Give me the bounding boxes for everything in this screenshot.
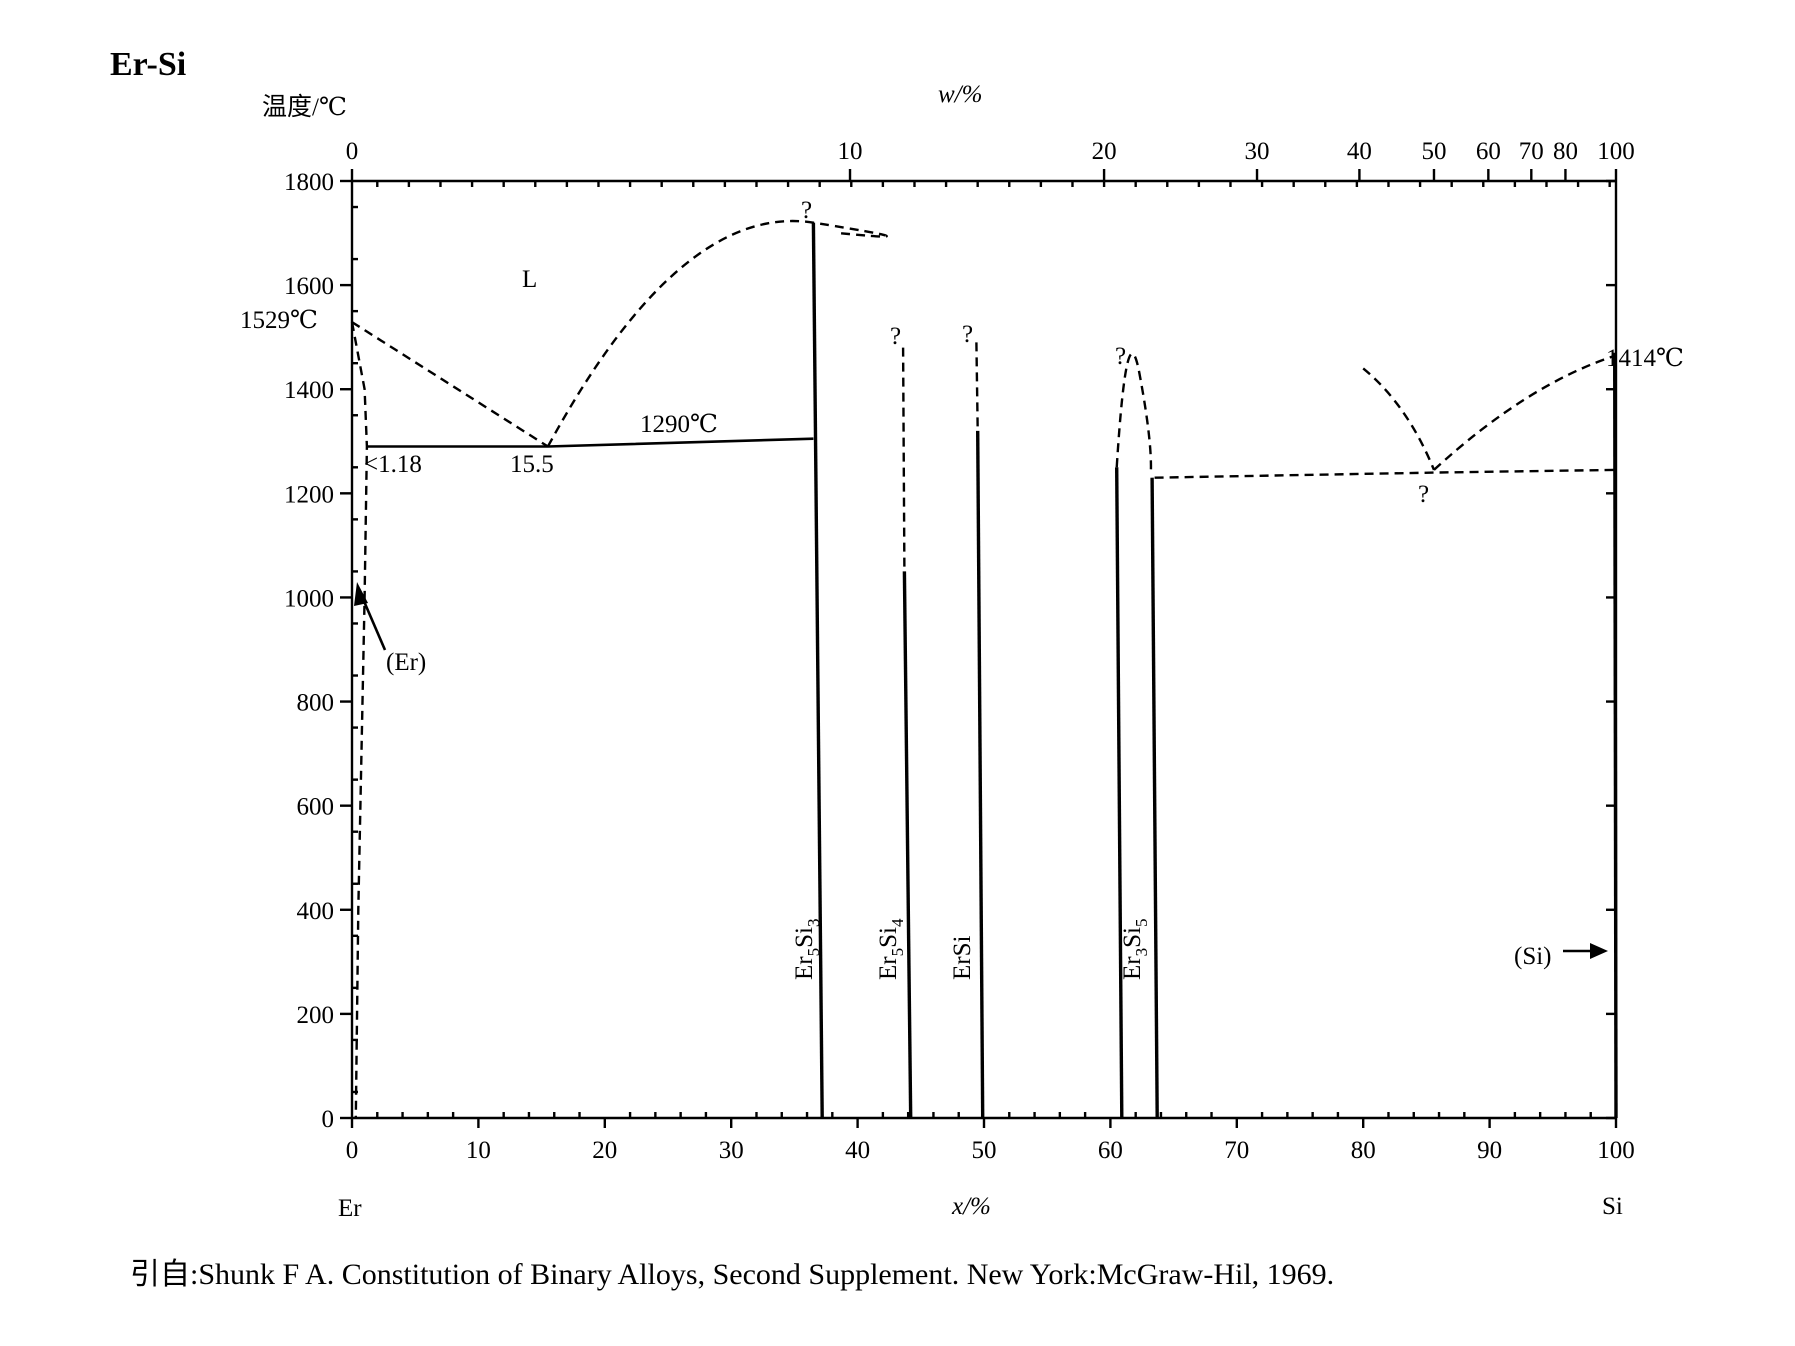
liquidus-er-side xyxy=(351,321,549,448)
x-tick-label: 100 xyxy=(1597,1137,1635,1164)
y-tick-label: 800 xyxy=(297,690,335,717)
unknown-mark-er5si4: ? xyxy=(890,323,901,350)
eutectic-temp-label: 1290℃ xyxy=(640,411,718,438)
top-tick-label: 0 xyxy=(346,138,359,165)
compound-label-er3si5: Er3Si5 xyxy=(1119,919,1151,980)
eutectic-comp-label: 15.5 xyxy=(510,451,554,478)
er3si5-left-line xyxy=(1115,467,1124,1119)
liquidus-si-right xyxy=(1433,354,1617,471)
x-tick-label: 80 xyxy=(1351,1137,1376,1164)
y-tick-label: 200 xyxy=(297,1002,335,1029)
si-melting-label: 1414℃ xyxy=(1606,345,1684,372)
er3si5-right-line xyxy=(1150,477,1159,1119)
x-tick-label: 40 xyxy=(845,1137,870,1164)
x-tick-label: 10 xyxy=(466,1137,491,1164)
ersi-upper xyxy=(975,342,979,431)
x-tick-label: 0 xyxy=(346,1137,359,1164)
er3si5-dome xyxy=(1115,352,1153,473)
er5si4-upper xyxy=(901,347,906,572)
top-axis-label: w/% xyxy=(938,81,982,108)
right-component-label: Si xyxy=(1602,1193,1623,1220)
top-tick-label: 20 xyxy=(1092,138,1117,165)
si-phase-arrow xyxy=(1563,943,1608,959)
chart-title: Er-Si xyxy=(110,46,186,83)
x-axis-label: x/% xyxy=(951,1193,991,1220)
x-ticks: 0 10 20 30 40 50 60 70 80 90 100 xyxy=(346,1112,1635,1164)
liquidus-to-er5si3 xyxy=(546,219,888,448)
x-tick-label: 70 xyxy=(1224,1137,1249,1164)
er-melting-label: 1529℃ xyxy=(240,307,318,334)
top-tick-label: 10 xyxy=(838,138,863,165)
y-tick-label: 1600 xyxy=(284,273,334,300)
y-tick-label: 1000 xyxy=(284,585,334,612)
unknown-mark-er5si3: ? xyxy=(801,197,812,224)
y-tick-label: 1400 xyxy=(284,377,334,404)
compound-label-ersi: ErSi xyxy=(949,936,976,981)
y-tick-label: 1800 xyxy=(284,169,334,196)
top-tick-label: 50 xyxy=(1421,138,1446,165)
er-solvus xyxy=(350,321,369,1119)
top-tick-label: 30 xyxy=(1245,138,1270,165)
y-tick-label: 400 xyxy=(297,898,335,925)
er-phase-label: (Er) xyxy=(386,649,426,676)
x-tick-label: 20 xyxy=(592,1137,617,1164)
top-ticks: 0 10 20 30 40 50 60 70 80 100 xyxy=(346,138,1635,187)
unknown-mark-er3si5: ? xyxy=(1115,343,1126,370)
top-tick-label: 100 xyxy=(1597,138,1635,165)
citation: 引自:Shunk F A. Constitution of Binary All… xyxy=(130,1258,1334,1291)
si-phase-label: (Si) xyxy=(1514,943,1552,970)
x-tick-label: 60 xyxy=(1098,1137,1123,1164)
y-tick-label: 600 xyxy=(297,794,335,821)
eutectic-line xyxy=(366,437,814,448)
er-solubility-label: <1.18 xyxy=(364,451,422,478)
unknown-mark-ersi: ? xyxy=(962,321,973,348)
top-tick-label: 70 xyxy=(1519,138,1544,165)
liquid-label: L xyxy=(522,266,537,293)
liquidus-si-left xyxy=(1362,367,1436,471)
er5si4-line xyxy=(902,571,913,1119)
si-line xyxy=(1613,352,1618,1119)
compound-label-er5si4: Er5Si4 xyxy=(875,918,907,980)
plot-frame xyxy=(350,179,1618,1120)
compound-label-er5si3: Er5Si3 xyxy=(791,919,823,980)
unknown-mark-si-eutectic: ? xyxy=(1418,481,1429,508)
er-phase-arrow xyxy=(354,582,387,651)
si-eutectic-line xyxy=(1154,468,1617,479)
left-component-label: Er xyxy=(338,1195,362,1222)
y-ticks: 0 200 400 600 800 1000 1200 1400 1600 1800 xyxy=(284,169,1616,1133)
top-tick-label: 40 xyxy=(1347,138,1372,165)
phase-boundaries xyxy=(350,219,1618,1119)
x-tick-label: 90 xyxy=(1477,1137,1502,1164)
top-tick-label: 60 xyxy=(1476,138,1501,165)
x-tick-label: 30 xyxy=(719,1137,744,1164)
y-axis-label: 温度/℃ xyxy=(262,93,347,121)
er5si3-line xyxy=(811,222,824,1119)
ersi-line xyxy=(976,430,985,1119)
top-tick-label: 80 xyxy=(1553,138,1578,165)
x-tick-label: 50 xyxy=(972,1137,997,1164)
y-tick-label: 1200 xyxy=(284,481,334,508)
y-tick-label: 0 xyxy=(322,1106,335,1133)
